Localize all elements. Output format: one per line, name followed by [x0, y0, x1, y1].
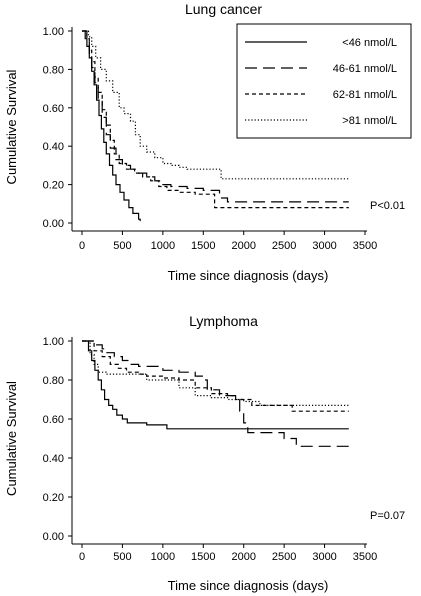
- y-tick-label: 0.00: [43, 531, 64, 543]
- x-tick-label: 2000: [231, 240, 255, 252]
- y-tick-label: 0.80: [43, 375, 64, 387]
- y-tick-label: 0.60: [43, 103, 64, 115]
- survival-curve-shortdash: [82, 30, 349, 209]
- x-tick-label: 2000: [231, 551, 255, 563]
- y-tick-label: 0.40: [43, 141, 64, 153]
- x-tick-label: 500: [113, 240, 131, 252]
- survival-curve-solid: [82, 340, 349, 430]
- y-tick-label: 0.00: [43, 218, 64, 230]
- x-tick-label: 1500: [191, 240, 215, 252]
- x-tick-label: 3000: [312, 551, 336, 563]
- y-axis-title: Cumulative Survival: [4, 381, 19, 496]
- survival-curve-dotted: [82, 30, 349, 180]
- survival-curve-longdash: [82, 30, 349, 203]
- legend-label: 62-81 nmol/L: [333, 89, 397, 101]
- lung-cancer-panel: Lung cancer 0.00 0.20 0.40 0.60 0.80 1.00 0 500 1…: [4, 1, 412, 283]
- chart-title: Lymphoma: [189, 313, 258, 329]
- y-axis-title: Cumulative Survival: [4, 69, 19, 184]
- x-tick-label: 3500: [353, 551, 377, 563]
- survival-curve-longdash: [82, 340, 349, 447]
- x-tick-label: 500: [113, 551, 131, 563]
- x-axis-title: Time since diagnosis (days): [168, 268, 329, 283]
- y-tick-label: 0.60: [43, 414, 64, 426]
- x-tick-label: 3000: [312, 240, 336, 252]
- y-tick-label: 1.00: [43, 336, 64, 348]
- x-tick-label: 2500: [272, 551, 296, 563]
- chart-title: Lung cancer: [185, 1, 262, 17]
- survival-curve-dotted: [82, 340, 349, 406]
- survival-curve-shortdash: [82, 340, 349, 412]
- y-tick-label: 0.20: [43, 180, 64, 192]
- x-tick-label: 1000: [151, 551, 175, 563]
- x-tick-label: 2500: [272, 240, 296, 252]
- x-tick-label: 1000: [151, 240, 175, 252]
- legend-label: >81 nmol/L: [342, 115, 397, 127]
- x-tick-label: 1500: [191, 551, 215, 563]
- y-tick-label: 0.80: [43, 64, 64, 76]
- legend-label: <46 nmol/L: [342, 37, 397, 49]
- y-tick-label: 0.20: [43, 492, 64, 504]
- y-tick-label: 0.40: [43, 453, 64, 465]
- x-tick-label: 3500: [353, 240, 377, 252]
- p-value-annotation: P<0.01: [370, 200, 405, 212]
- x-axis-title: Time since diagnosis (days): [168, 578, 329, 593]
- y-tick-label: 1.00: [43, 26, 64, 38]
- legend-box: [236, 23, 412, 139]
- lymphoma-panel: Lymphoma 0.00 0.20 0.40 0.60 0.80 1.00 0 500 1000…: [4, 313, 405, 593]
- x-tick-label: 0: [79, 240, 85, 252]
- legend-label: 46-61 nmol/L: [333, 63, 397, 75]
- p-value-annotation: P=0.07: [370, 510, 405, 522]
- x-tick-label: 0: [79, 551, 85, 563]
- survival-curve-solid: [82, 30, 141, 222]
